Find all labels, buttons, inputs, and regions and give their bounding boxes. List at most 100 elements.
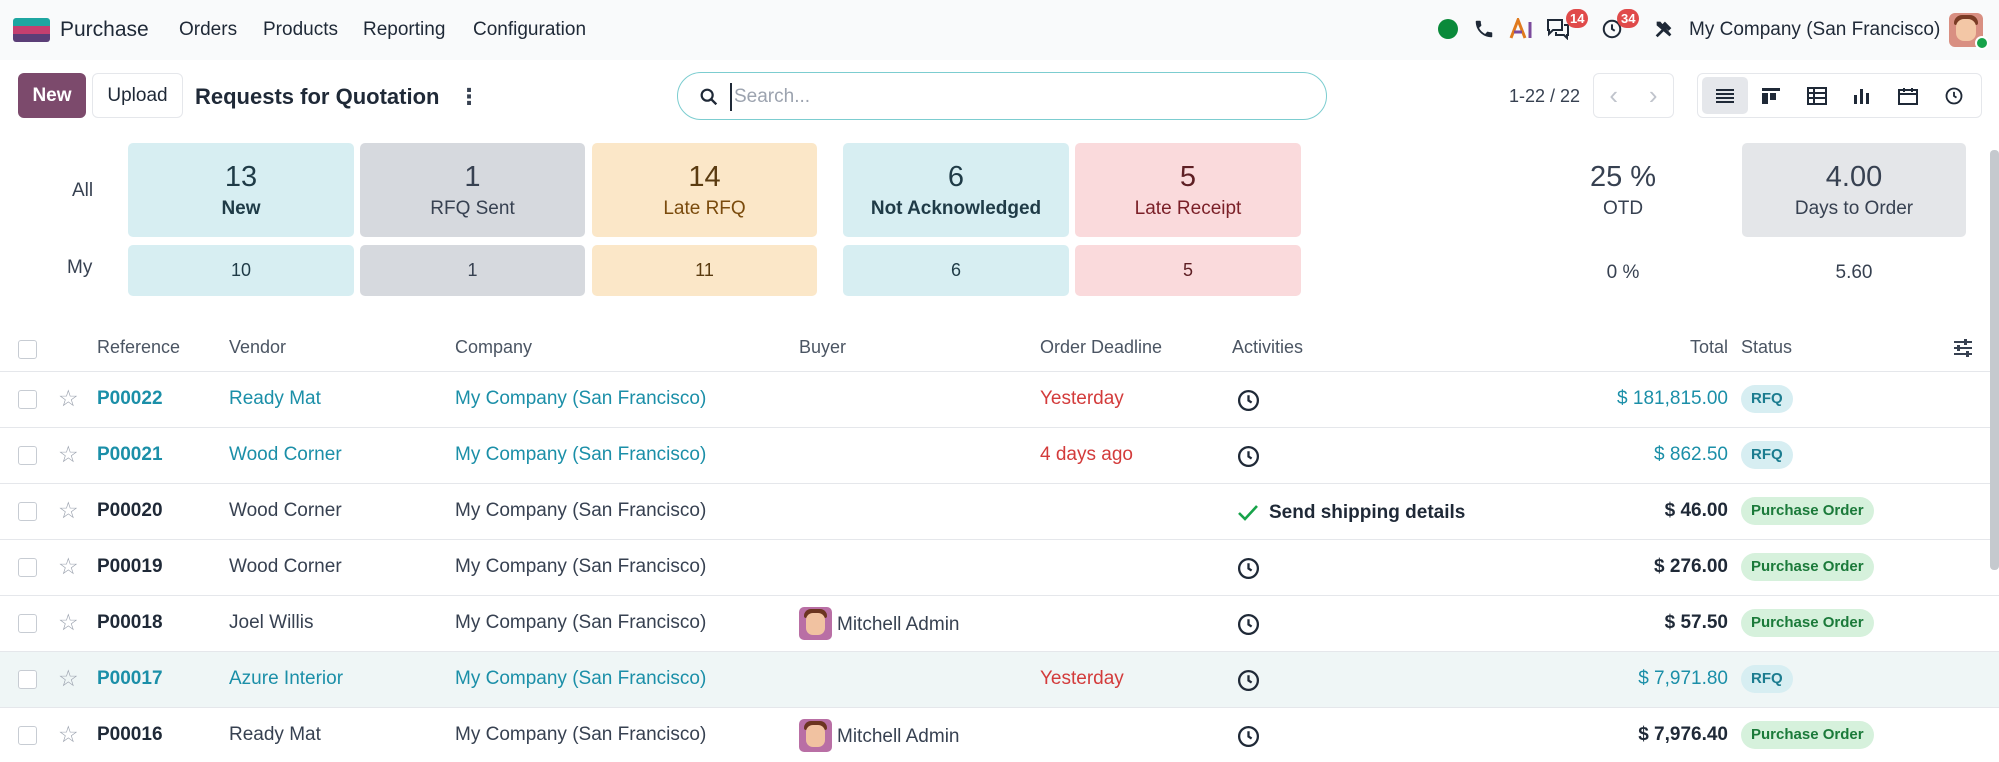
ai-icon[interactable] xyxy=(1507,14,1537,44)
tile-my-late-receipt[interactable]: 5 xyxy=(1075,245,1301,296)
priority-star-icon[interactable]: ☆ xyxy=(58,385,79,411)
activity-clock-icon[interactable] xyxy=(1236,668,1261,693)
user-avatar[interactable] xyxy=(1949,13,1983,47)
buyer-avatar[interactable] xyxy=(799,607,832,640)
activity-clock-icon[interactable] xyxy=(1236,388,1261,413)
row-company[interactable]: My Company (San Francisco) xyxy=(455,612,707,633)
purchase-app-icon[interactable] xyxy=(13,18,50,42)
table-row[interactable]: ☆ P00018 Joel Willis My Company (San Fra… xyxy=(0,596,1999,652)
pager-value[interactable]: 1-22 / 22 xyxy=(1509,86,1581,106)
row-vendor[interactable]: Ready Mat xyxy=(229,724,321,745)
header-company[interactable]: Company xyxy=(455,337,533,357)
row-reference[interactable]: P00018 xyxy=(97,612,163,633)
messages-icon[interactable] xyxy=(1543,14,1573,44)
header-reference[interactable]: Reference xyxy=(97,337,181,357)
tile-late-receipt[interactable]: 5 Late Receipt xyxy=(1075,143,1301,237)
priority-star-icon[interactable]: ☆ xyxy=(58,665,79,691)
row-reference[interactable]: P00016 xyxy=(97,724,163,745)
upload-button[interactable]: Upload xyxy=(92,73,183,118)
menu-orders[interactable]: Orders xyxy=(179,19,238,40)
header-activities[interactable]: Activities xyxy=(1232,337,1304,357)
table-row[interactable]: ☆ P00021 Wood Corner My Company (San Fra… xyxy=(0,428,1999,484)
pivot-view-icon[interactable] xyxy=(1794,77,1840,114)
vertical-scrollbar[interactable] xyxy=(1990,150,1999,570)
pager-previous-icon[interactable]: ‹ xyxy=(1609,80,1619,110)
activity-clock-icon[interactable] xyxy=(1236,556,1261,581)
row-company[interactable]: My Company (San Francisco) xyxy=(455,724,707,745)
row-buyer[interactable]: Mitchell Admin xyxy=(837,726,960,747)
list-view-icon[interactable] xyxy=(1702,77,1748,114)
app-name[interactable]: Purchase xyxy=(60,18,149,41)
row-vendor[interactable]: Azure Interior xyxy=(229,668,344,689)
row-checkbox[interactable] xyxy=(18,726,37,745)
tile-new[interactable]: 13 New xyxy=(128,143,354,237)
header-order-deadline[interactable]: Order Deadline xyxy=(1040,337,1163,357)
activities-clock-icon[interactable] xyxy=(1597,14,1627,44)
table-row[interactable]: ☆ P00017 Azure Interior My Company (San … xyxy=(0,652,1999,708)
activity-clock-icon[interactable] xyxy=(1236,612,1261,637)
row-checkbox[interactable] xyxy=(18,390,37,409)
tile-my-new[interactable]: 10 xyxy=(128,245,354,296)
tools-icon[interactable] xyxy=(1649,14,1679,44)
table-row[interactable]: ☆ P00020 Wood Corner My Company (San Fra… xyxy=(0,484,1999,540)
checkmark-icon[interactable] xyxy=(1236,502,1260,524)
activity-clock-icon[interactable] xyxy=(1236,724,1261,749)
table-row[interactable]: ☆ P00016 Ready Mat My Company (San Franc… xyxy=(0,708,1999,762)
calendar-view-icon[interactable] xyxy=(1885,77,1931,114)
row-reference[interactable]: P00019 xyxy=(97,556,163,577)
menu-reporting[interactable]: Reporting xyxy=(363,19,446,40)
row-company[interactable]: My Company (San Francisco) xyxy=(455,388,707,409)
row-reference[interactable]: P00021 xyxy=(97,444,163,465)
row-vendor[interactable]: Wood Corner xyxy=(229,556,342,577)
row-buyer[interactable]: Mitchell Admin xyxy=(837,614,960,635)
row-company[interactable]: My Company (San Francisco) xyxy=(455,500,707,521)
row-vendor[interactable]: Wood Corner xyxy=(229,500,342,521)
new-button[interactable]: New xyxy=(18,73,86,118)
tile-my-not-acknowledged[interactable]: 6 xyxy=(843,245,1069,296)
optional-columns-icon[interactable] xyxy=(1952,337,1974,359)
pager-next-icon[interactable]: › xyxy=(1648,80,1658,110)
activity-clock-icon[interactable] xyxy=(1236,444,1261,469)
row-vendor[interactable]: Joel Willis xyxy=(229,612,314,633)
row-checkbox[interactable] xyxy=(18,502,37,521)
tile-late-rfq[interactable]: 14 Late RFQ xyxy=(592,143,817,237)
row-checkbox[interactable] xyxy=(18,446,37,465)
row-company[interactable]: My Company (San Francisco) xyxy=(455,556,707,577)
header-total[interactable]: Total xyxy=(1689,337,1728,357)
row-checkbox[interactable] xyxy=(18,670,37,689)
company-switcher[interactable]: My Company (San Francisco) xyxy=(1689,19,1941,40)
row-checkbox[interactable] xyxy=(18,558,37,577)
tile-my-rfq-sent[interactable]: 1 xyxy=(360,245,585,296)
row-vendor[interactable]: Wood Corner xyxy=(229,444,342,465)
actions-kebab-icon[interactable]: ⋮ xyxy=(458,84,480,109)
graph-view-icon[interactable] xyxy=(1839,77,1885,114)
row-activity-summary[interactable]: Send shipping details xyxy=(1269,502,1466,523)
row-reference[interactable]: P00022 xyxy=(97,388,163,409)
tile-my-late-rfq[interactable]: 11 xyxy=(592,245,817,296)
kanban-view-icon[interactable] xyxy=(1748,77,1794,114)
menu-configuration[interactable]: Configuration xyxy=(473,19,587,40)
presence-status-icon[interactable] xyxy=(1438,19,1458,39)
menu-products[interactable]: Products xyxy=(263,19,338,40)
phone-icon[interactable] xyxy=(1469,14,1499,44)
row-reference[interactable]: P00017 xyxy=(97,668,163,689)
table-row[interactable]: ☆ P00022 Ready Mat My Company (San Franc… xyxy=(0,372,1999,428)
row-checkbox[interactable] xyxy=(18,614,37,633)
priority-star-icon[interactable]: ☆ xyxy=(58,553,79,579)
row-company[interactable]: My Company (San Francisco) xyxy=(455,444,707,465)
priority-star-icon[interactable]: ☆ xyxy=(58,497,79,523)
row-company[interactable]: My Company (San Francisco) xyxy=(455,668,707,689)
priority-star-icon[interactable]: ☆ xyxy=(58,721,79,747)
header-vendor[interactable]: Vendor xyxy=(229,337,287,357)
activity-view-icon[interactable] xyxy=(1931,77,1977,114)
priority-star-icon[interactable]: ☆ xyxy=(58,441,79,467)
select-all-checkbox[interactable] xyxy=(18,340,37,359)
search-input[interactable] xyxy=(730,83,1300,111)
tile-not-acknowledged[interactable]: 6 Not Acknowledged xyxy=(843,143,1069,237)
search-bar[interactable] xyxy=(677,72,1327,120)
row-vendor[interactable]: Ready Mat xyxy=(229,388,321,409)
table-row[interactable]: ☆ P00019 Wood Corner My Company (San Fra… xyxy=(0,540,1999,596)
row-reference[interactable]: P00020 xyxy=(97,500,163,521)
priority-star-icon[interactable]: ☆ xyxy=(58,609,79,635)
header-buyer[interactable]: Buyer xyxy=(799,337,847,357)
